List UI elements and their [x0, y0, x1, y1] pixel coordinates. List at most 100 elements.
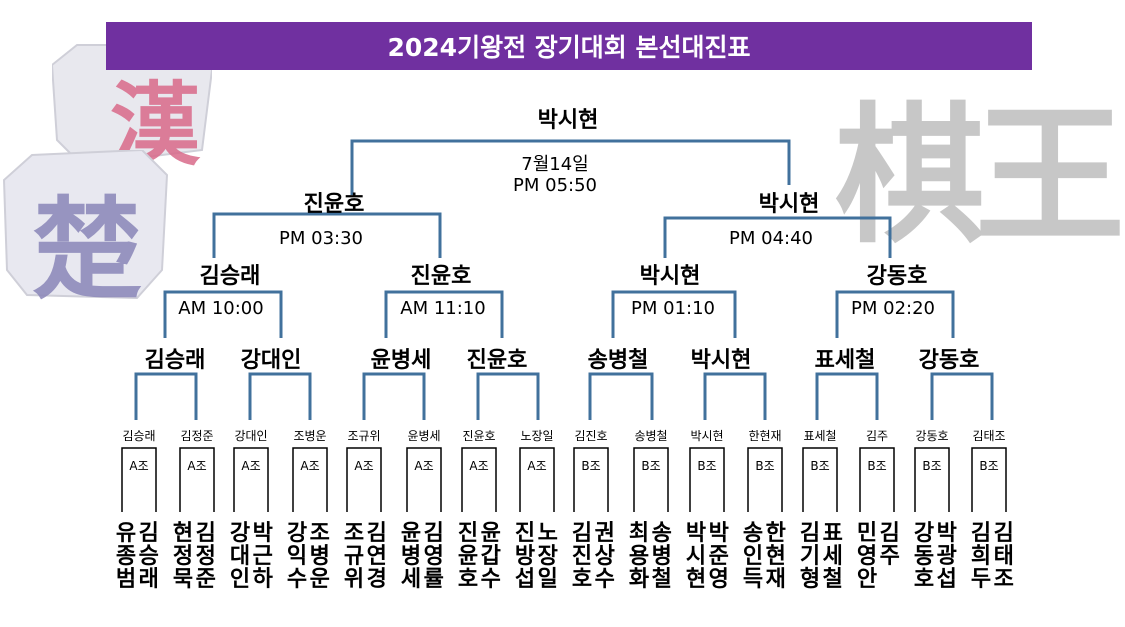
- participant-name: 박시현: [685, 521, 707, 592]
- group-bracket: [689, 447, 725, 512]
- semifinal-time-right: PM 04:40: [729, 228, 813, 249]
- group-tag: B조: [810, 459, 830, 473]
- quarter-time-3: PM 01:10: [631, 298, 715, 319]
- group-bracket: [461, 447, 497, 512]
- quarter-line-4: [835, 290, 955, 338]
- participant-name: 유종범: [115, 521, 137, 592]
- participant-name: 윤병세: [400, 521, 422, 592]
- participant-name: 김승래: [138, 521, 159, 592]
- participant-name: 조병운: [309, 521, 330, 592]
- participant-name: 김주: [879, 521, 900, 569]
- r16-name-5: 송병철: [587, 348, 649, 373]
- group-entry-name: 송병철: [634, 429, 668, 443]
- r16-line-4: [476, 372, 540, 420]
- participant-name: 민영안: [856, 521, 878, 592]
- r16-name-6: 박시현: [690, 348, 752, 373]
- group-entry-name: 김주: [865, 429, 889, 443]
- quarter-winner-1: 김승래: [199, 264, 261, 289]
- r16-name-8: 강동호: [918, 348, 980, 373]
- cho-piece-decoration: 楚: [2, 148, 172, 314]
- r16-line-6: [703, 372, 767, 420]
- participant-name: 김태조: [993, 521, 1014, 592]
- group-bracket: [233, 447, 269, 512]
- group-bracket: [971, 447, 1007, 512]
- participant-name: 권상수: [594, 521, 615, 592]
- r16-line-7: [815, 372, 879, 420]
- group-entry-name: 조규위: [347, 429, 381, 443]
- r16-line-8: [930, 372, 994, 420]
- participant-name: 한현재: [765, 521, 786, 592]
- quarter-winner-2: 진윤호: [410, 264, 472, 289]
- r16-name-1: 김승래: [144, 348, 206, 373]
- r16-line-5: [588, 372, 654, 420]
- participant-name: 박근하: [252, 521, 273, 592]
- page-title: 2024기왕전 장기대회 본선대진표: [106, 22, 1032, 70]
- quarter-line-1: [163, 290, 283, 338]
- participant-name: 진윤호: [457, 521, 479, 592]
- group-tag: B조: [979, 459, 999, 473]
- group-tag: B조: [697, 459, 717, 473]
- group-bracket: [747, 447, 783, 512]
- group-tag: A조: [241, 459, 261, 473]
- group-entry-name: 진윤호: [462, 429, 496, 443]
- quarter-time-4: PM 02:20: [851, 298, 935, 319]
- group-entry-name: 김승래: [122, 429, 156, 443]
- participant-name: 표세철: [822, 521, 843, 592]
- participant-name: 김영률: [423, 521, 444, 592]
- group-tag: B조: [581, 459, 601, 473]
- group-entry-name: 노장일: [520, 429, 554, 443]
- group-entry-name: 표세철: [803, 429, 837, 443]
- participant-name: 김정준: [195, 521, 216, 592]
- group-bracket: [802, 447, 838, 512]
- group-entry-name: 한현재: [748, 429, 782, 443]
- participant-name: 강동호: [913, 521, 935, 592]
- group-tag: A조: [129, 459, 149, 473]
- group-bracket: [633, 447, 669, 512]
- group-tag: A조: [354, 459, 374, 473]
- group-entry-name: 김진호: [574, 429, 608, 443]
- quarter-winner-4: 강동호: [866, 264, 928, 289]
- participant-name: 현정묵: [172, 521, 194, 592]
- group-bracket: [406, 447, 442, 512]
- group-tag: A조: [187, 459, 207, 473]
- quarter-line-2: [384, 290, 504, 338]
- r16-name-2: 강대인: [240, 348, 302, 373]
- group-tag: A조: [414, 459, 434, 473]
- group-tag: A조: [527, 459, 547, 473]
- participant-name: 송인득: [742, 521, 764, 592]
- quarter-winner-3: 박시현: [639, 264, 701, 289]
- han-piece-decoration: 漢: [50, 40, 214, 178]
- semifinal-winner-right: 박시현: [758, 192, 820, 217]
- group-tag: A조: [300, 459, 320, 473]
- group-tag: B조: [922, 459, 942, 473]
- quarter-line-3: [611, 290, 737, 338]
- group-bracket: [179, 447, 215, 512]
- group-bracket: [346, 447, 382, 512]
- group-entry-name: 박시현: [690, 429, 724, 443]
- group-bracket: [914, 447, 950, 512]
- group-tag: B조: [867, 459, 887, 473]
- participant-name: 박광섭: [936, 521, 957, 592]
- final-time: PM 05:50: [513, 175, 597, 196]
- group-entry-name: 김태조: [972, 429, 1006, 443]
- r16-line-3: [362, 372, 426, 420]
- r16-name-3: 윤병세: [370, 348, 432, 373]
- group-tag: A조: [469, 459, 489, 473]
- participant-name: 최용화: [628, 521, 650, 592]
- final-date: 7월14일: [521, 154, 589, 175]
- participant-name: 김희두: [970, 521, 992, 592]
- participant-name: 박준영: [708, 521, 729, 592]
- king-of-janggi-calligraphy: 棋王: [835, 88, 1125, 264]
- participant-name: 김연경: [366, 521, 387, 592]
- semifinal-left-line: [212, 212, 442, 258]
- quarter-time-1: AM 10:00: [178, 298, 264, 319]
- cho-character: 楚: [32, 185, 142, 314]
- participant-name: 김진호: [571, 521, 593, 592]
- group-entry-name: 강대인: [234, 429, 268, 443]
- champion-name: 박시현: [537, 108, 599, 133]
- participant-name: 윤갑수: [480, 521, 501, 592]
- group-entry-name: 강동호: [915, 429, 949, 443]
- participant-name: 김기형: [799, 521, 821, 592]
